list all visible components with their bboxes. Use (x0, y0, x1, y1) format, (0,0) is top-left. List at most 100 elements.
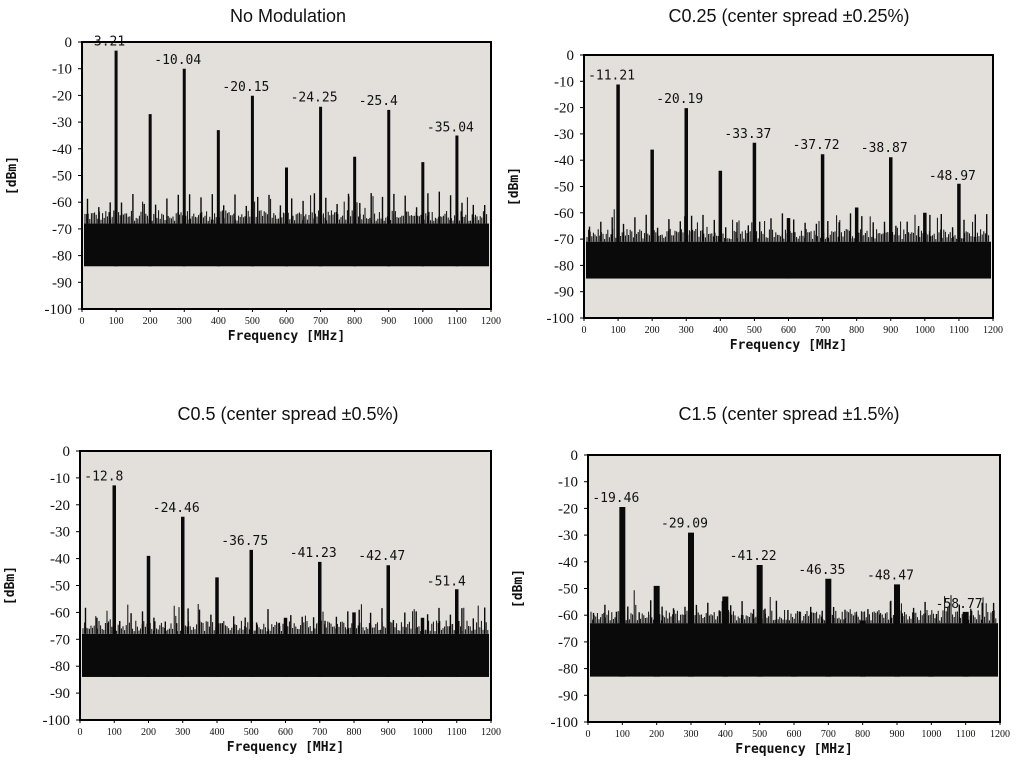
x-tick-label: 300 (177, 316, 192, 327)
spur-trace (592, 600, 995, 624)
spur-trace (86, 191, 486, 224)
x-tick-label: 0 (78, 727, 83, 738)
y-tick-label: -40 (554, 153, 574, 169)
x-tick-label: 100 (109, 316, 124, 327)
x-tick-label: 200 (645, 325, 660, 336)
x-tick-label: 400 (211, 316, 226, 327)
y-tick-label: -30 (558, 528, 578, 544)
x-tick-label: 900 (890, 729, 905, 740)
peak-label: -25.4 (359, 94, 398, 109)
x-tick-label: 1200 (481, 727, 501, 738)
x-tick-label: 200 (143, 316, 158, 327)
panel-title: C0.5 (center spread ±0.5%) (178, 404, 399, 424)
panel-1: No Modulation-3.21-10.04-20.15-24.25 -25.… (5, 6, 501, 344)
y-tick-label: -80 (50, 659, 70, 675)
peak-label: -38.87 (861, 141, 908, 156)
y-tick-label: -70 (50, 632, 70, 648)
x-tick-label: 100 (615, 729, 630, 740)
peak-label: -33.37 (724, 127, 771, 142)
peak-label: -12.8 (84, 469, 123, 484)
x-tick-label: 700 (312, 727, 327, 738)
y-tick-label: -60 (554, 206, 574, 222)
panel-4: C1.5 (center spread ±1.5%) -19.46 -29.09 -4… (511, 404, 1010, 757)
y-axis-label: [dBm] (507, 167, 522, 206)
y-tick-label: -100 (45, 302, 73, 318)
y-tick-label: -30 (50, 525, 70, 541)
peak-label: -20.19 (656, 92, 703, 107)
peak-label: -51.4 (427, 574, 466, 589)
x-tick-label: 1100 (447, 316, 467, 327)
y-tick-label: -80 (52, 249, 72, 265)
y-tick-label: -10 (558, 475, 578, 491)
y-tick-label: -50 (52, 169, 72, 185)
y-tick-label: -90 (52, 275, 72, 291)
y-axis-label: [dBm] (3, 566, 18, 605)
x-tick-label: 1100 (447, 727, 467, 738)
x-tick-label: 400 (210, 727, 225, 738)
y-tick-label: -80 (554, 258, 574, 274)
y-tick-label: -40 (558, 555, 578, 571)
peak-label: -11.21 (588, 68, 635, 83)
y-tick-label: -20 (558, 501, 578, 517)
x-tick-label: 800 (347, 727, 362, 738)
panel-3: C0.5 (center spread ±0.5%) -12.8 -24.46 -36… (3, 404, 501, 755)
y-tick-label: 0 (65, 35, 73, 51)
panel-title: C1.5 (center spread ±1.5%) (679, 404, 900, 424)
y-tick-label: 0 (567, 48, 575, 64)
peak-label: -24.46 (153, 501, 200, 516)
panel-2: C0.25 (center spread ±0.25%) -11.21 -20.19… (507, 6, 1003, 353)
y-tick-label: -90 (558, 688, 578, 704)
peak-label: -36.75 (221, 534, 268, 549)
peak-label: -37.72 (793, 138, 840, 153)
x-axis-label: Frequency [MHz] (730, 338, 847, 353)
peak-label: -29.09 (661, 517, 708, 532)
x-tick-label: 500 (244, 727, 259, 738)
peak-label: -41.23 (290, 546, 337, 561)
peak-label: -10.04 (154, 53, 201, 68)
x-tick-label: 300 (684, 729, 699, 740)
x-tick-label: 500 (752, 729, 767, 740)
y-tick-label: -50 (554, 180, 574, 196)
x-tick-label: 500 (747, 325, 762, 336)
x-tick-label: 800 (347, 316, 362, 327)
y-tick-label: -30 (52, 115, 72, 131)
y-tick-label: 0 (571, 448, 579, 464)
x-tick-label: 200 (141, 727, 156, 738)
panel-title: C0.25 (center spread ±0.25%) (668, 6, 909, 26)
y-axis-label: [dBm] (511, 569, 526, 608)
y-tick-label: -80 (558, 662, 578, 678)
x-tick-label: 0 (80, 316, 85, 327)
panel-title: No Modulation (230, 6, 346, 26)
plot-area (588, 455, 1000, 722)
y-tick-label: -40 (50, 552, 70, 568)
y-tick-label: -100 (551, 715, 579, 731)
x-tick-label: 600 (279, 316, 294, 327)
x-tick-label: 300 (679, 325, 694, 336)
x-tick-label: 600 (278, 727, 293, 738)
y-tick-label: -50 (558, 582, 578, 598)
x-axis-label: Frequency [MHz] (735, 742, 852, 757)
x-tick-label: 1200 (990, 729, 1010, 740)
x-tick-label: 1000 (413, 316, 433, 327)
x-tick-label: 500 (245, 316, 260, 327)
y-tick-label: -10 (554, 74, 574, 90)
x-tick-label: 400 (713, 325, 728, 336)
spur-trace (84, 607, 486, 634)
spur-trace (588, 213, 988, 242)
y-tick-label: -20 (52, 88, 72, 104)
y-tick-label: -60 (52, 195, 72, 211)
peak-label: -48.47 (867, 568, 914, 583)
x-tick-label: 100 (611, 325, 626, 336)
x-tick-label: 700 (313, 316, 328, 327)
y-tick-label: -10 (52, 62, 72, 78)
peak-label: -20.15 (222, 80, 269, 95)
x-tick-label: 900 (381, 316, 396, 327)
peak-label: -46.35 (798, 563, 845, 578)
x-tick-label: 200 (649, 729, 664, 740)
y-tick-label: -60 (558, 608, 578, 624)
x-tick-label: 1200 (983, 325, 1003, 336)
x-tick-label: 800 (855, 729, 870, 740)
y-tick-label: -90 (554, 285, 574, 301)
y-tick-label: -100 (43, 713, 71, 729)
